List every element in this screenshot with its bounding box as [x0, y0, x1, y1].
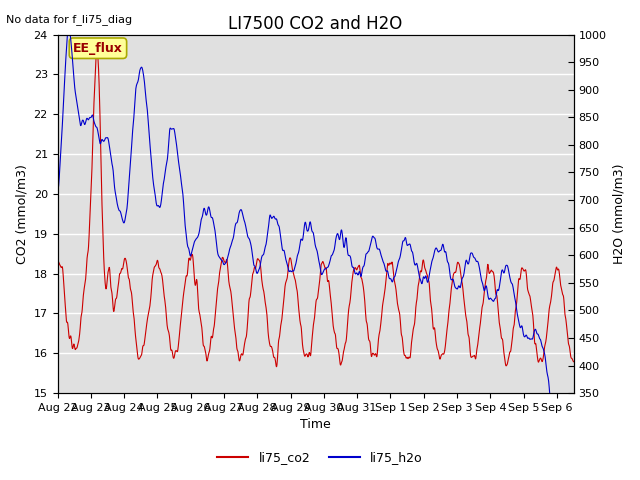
- X-axis label: Time: Time: [300, 419, 331, 432]
- Title: LI7500 CO2 and H2O: LI7500 CO2 and H2O: [228, 15, 403, 33]
- Y-axis label: CO2 (mmol/m3): CO2 (mmol/m3): [15, 164, 28, 264]
- Legend: li75_co2, li75_h2o: li75_co2, li75_h2o: [212, 446, 428, 469]
- Text: EE_flux: EE_flux: [73, 42, 123, 55]
- Y-axis label: H2O (mmol/m3): H2O (mmol/m3): [612, 164, 625, 264]
- Text: No data for f_li75_diag: No data for f_li75_diag: [6, 14, 132, 25]
